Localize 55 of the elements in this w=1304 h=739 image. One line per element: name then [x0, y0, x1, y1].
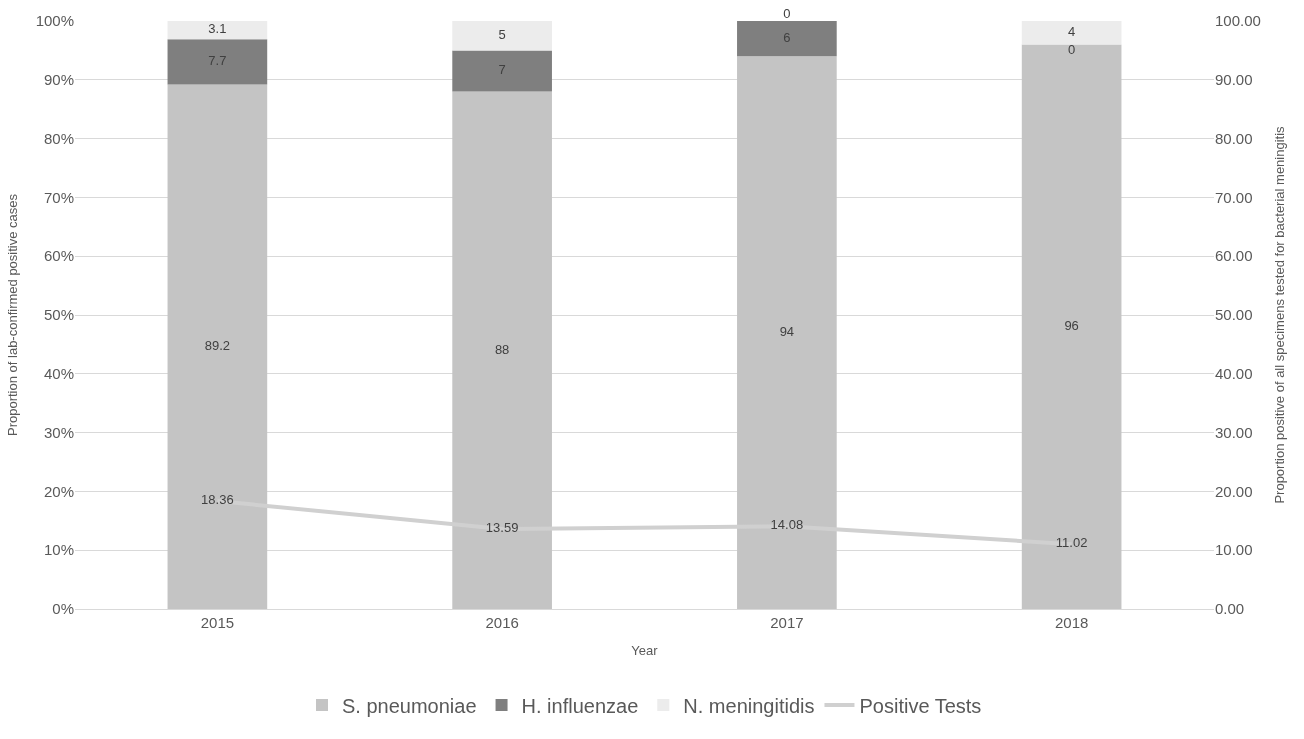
y2-tick-label: 10.00	[1215, 541, 1253, 559]
data-label: 7	[498, 62, 506, 78]
y2-tick-label: 70.00	[1215, 188, 1253, 206]
y-tick-label: 20%	[43, 482, 74, 500]
y-tick-label: 60%	[43, 247, 74, 265]
data-label: 13.59	[485, 520, 519, 536]
x-tick-label: 2016	[485, 614, 519, 631]
y-tick-label: 70%	[43, 188, 74, 206]
data-label: 11.02	[1055, 535, 1088, 551]
y-tick-label: 30%	[43, 423, 74, 441]
data-label: 89.2	[204, 338, 231, 353]
y2-tick-label: 60.00	[1215, 247, 1253, 265]
y-axis-title: Proportion of lab-confirmed positive cases	[4, 193, 20, 437]
y-tick-label: 40%	[43, 365, 74, 383]
data-label: 4	[1068, 24, 1076, 40]
data-label: 3.1	[208, 21, 227, 37]
bar	[167, 39, 268, 85]
data-label: 96	[1064, 318, 1079, 334]
legend-label: N. meningitidis	[683, 694, 815, 717]
y2-tick-label: 30.00	[1215, 423, 1253, 441]
y-tick-label: 100%	[35, 12, 74, 30]
data-label: 18.36	[201, 492, 234, 508]
y2-tick-label: 20.00	[1215, 482, 1253, 500]
y-tick-label: 10%	[43, 541, 74, 559]
y2-tick-label: 90.00	[1215, 71, 1253, 89]
y2-tick-label: 0.00	[1215, 600, 1245, 618]
legend-label: Positive Tests	[859, 694, 982, 717]
y2-tick-label: 50.00	[1215, 306, 1253, 324]
bar	[737, 21, 837, 57]
y2-tick-label: 100.00	[1215, 12, 1261, 30]
y2-axis-title: Proportion positive of all specimens tested for bacterial meningitis	[1272, 125, 1288, 504]
data-label: 7.7	[208, 53, 227, 69]
y-tick-label: 90%	[43, 71, 74, 89]
bar	[1021, 21, 1122, 45]
data-label: 94	[779, 323, 795, 339]
data-label: 0	[1068, 42, 1076, 58]
x-tick-label: 2018	[1054, 614, 1089, 631]
data-label: 5	[498, 26, 506, 42]
legend-label: H. influenzae	[521, 694, 639, 717]
bar	[452, 50, 552, 92]
y2-tick-label: 80.00	[1215, 129, 1253, 147]
data-label: 88	[494, 341, 510, 357]
y-tick-label: 80%	[43, 129, 74, 147]
bar	[167, 21, 268, 40]
data-label: 6	[783, 29, 791, 45]
y2-tick-label: 40.00	[1215, 365, 1253, 383]
x-tick-label: 2015	[200, 614, 235, 631]
legend-label: S. pneumoniae	[342, 694, 477, 717]
y-tick-label: 0%	[52, 600, 74, 618]
y-tick-label: 50%	[43, 306, 74, 324]
data-label: 14.08	[770, 517, 804, 533]
data-label: 0	[783, 5, 791, 21]
x-axis-title: Year	[631, 642, 659, 658]
x-tick-label: 2017	[770, 614, 804, 631]
bar	[452, 21, 552, 51]
